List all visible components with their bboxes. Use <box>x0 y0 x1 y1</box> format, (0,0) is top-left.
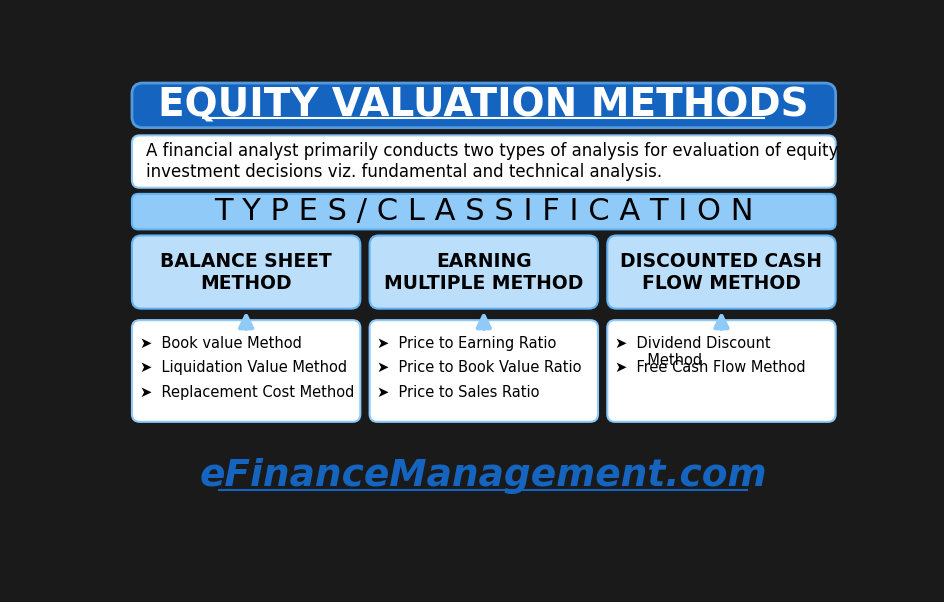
FancyBboxPatch shape <box>132 83 835 128</box>
FancyBboxPatch shape <box>132 135 835 188</box>
Text: T Y P E S / C L A S S I F I C A T I O N: T Y P E S / C L A S S I F I C A T I O N <box>214 197 753 226</box>
Text: EQUITY VALUATION METHODS: EQUITY VALUATION METHODS <box>159 86 809 125</box>
FancyBboxPatch shape <box>607 235 835 309</box>
FancyBboxPatch shape <box>607 320 835 422</box>
Text: DISCOUNTED CASH
FLOW METHOD: DISCOUNTED CASH FLOW METHOD <box>620 252 822 293</box>
Text: ➤  Book value Method: ➤ Book value Method <box>140 335 301 350</box>
Text: EARNING
MULTIPLE METHOD: EARNING MULTIPLE METHOD <box>384 252 583 293</box>
FancyBboxPatch shape <box>132 320 361 422</box>
FancyBboxPatch shape <box>132 235 361 309</box>
Text: BALANCE SHEET
METHOD: BALANCE SHEET METHOD <box>160 252 332 293</box>
FancyBboxPatch shape <box>132 194 835 229</box>
FancyBboxPatch shape <box>370 320 598 422</box>
FancyBboxPatch shape <box>370 235 598 309</box>
Text: ➤  Replacement Cost Method: ➤ Replacement Cost Method <box>140 385 354 400</box>
Text: ➤  Free Cash Flow Method: ➤ Free Cash Flow Method <box>615 360 805 375</box>
Text: A financial analyst primarily conducts two types of analysis for evaluation of e: A financial analyst primarily conducts t… <box>146 142 838 181</box>
Text: ➤  Liquidation Value Method: ➤ Liquidation Value Method <box>140 360 346 375</box>
Text: ➤  Price to Book Value Ratio: ➤ Price to Book Value Ratio <box>378 360 582 375</box>
Text: ➤  Price to Sales Ratio: ➤ Price to Sales Ratio <box>378 385 540 400</box>
Text: eFinanceManagement.com: eFinanceManagement.com <box>200 458 767 494</box>
Text: ➤  Dividend Discount
       Method: ➤ Dividend Discount Method <box>615 335 770 368</box>
Text: ➤  Price to Earning Ratio: ➤ Price to Earning Ratio <box>378 335 557 350</box>
